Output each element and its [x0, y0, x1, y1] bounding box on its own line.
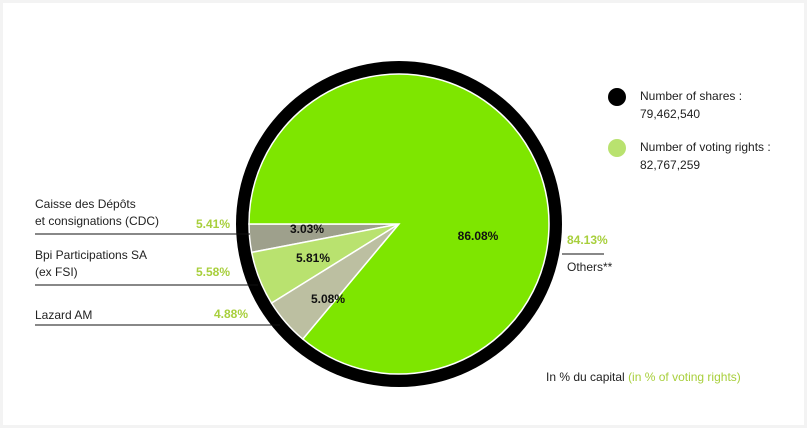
pie — [248, 73, 550, 375]
note-voting: (in % of voting rights) — [628, 370, 741, 384]
legend-swatch — [608, 139, 626, 157]
slice-label: 3.03% — [290, 222, 324, 236]
slice-label: 86.08% — [458, 229, 499, 243]
legend-swatch — [608, 88, 626, 106]
voting-rights-label: 5.58% — [196, 265, 230, 279]
voting-rights-label: 4.88% — [214, 307, 248, 321]
voting-rights-label: 84.13% — [567, 233, 608, 247]
slice-label: 5.81% — [296, 251, 330, 265]
legend-label: Number of voting rights : — [640, 140, 771, 154]
slice-label: 5.08% — [311, 292, 345, 306]
callout-label: Bpi Participations SA — [35, 248, 147, 262]
pie-slice — [248, 73, 550, 375]
voting-rights-label: 5.41% — [196, 217, 230, 231]
note: In % du capital — [546, 370, 625, 384]
legend-label: Number of shares : — [640, 89, 742, 103]
callout-label: et consignations (CDC) — [35, 214, 159, 228]
callout-label: Lazard AM — [35, 308, 92, 322]
callout-label: (ex FSI) — [35, 265, 78, 279]
footnote: In % du capital (in % of voting rights) — [546, 370, 741, 384]
callout-label: Others** — [567, 260, 613, 274]
callout-label: Caisse des Dépôts — [35, 197, 136, 211]
legend-value: 79,462,540 — [640, 107, 700, 121]
legend-value: 82,767,259 — [640, 158, 700, 172]
